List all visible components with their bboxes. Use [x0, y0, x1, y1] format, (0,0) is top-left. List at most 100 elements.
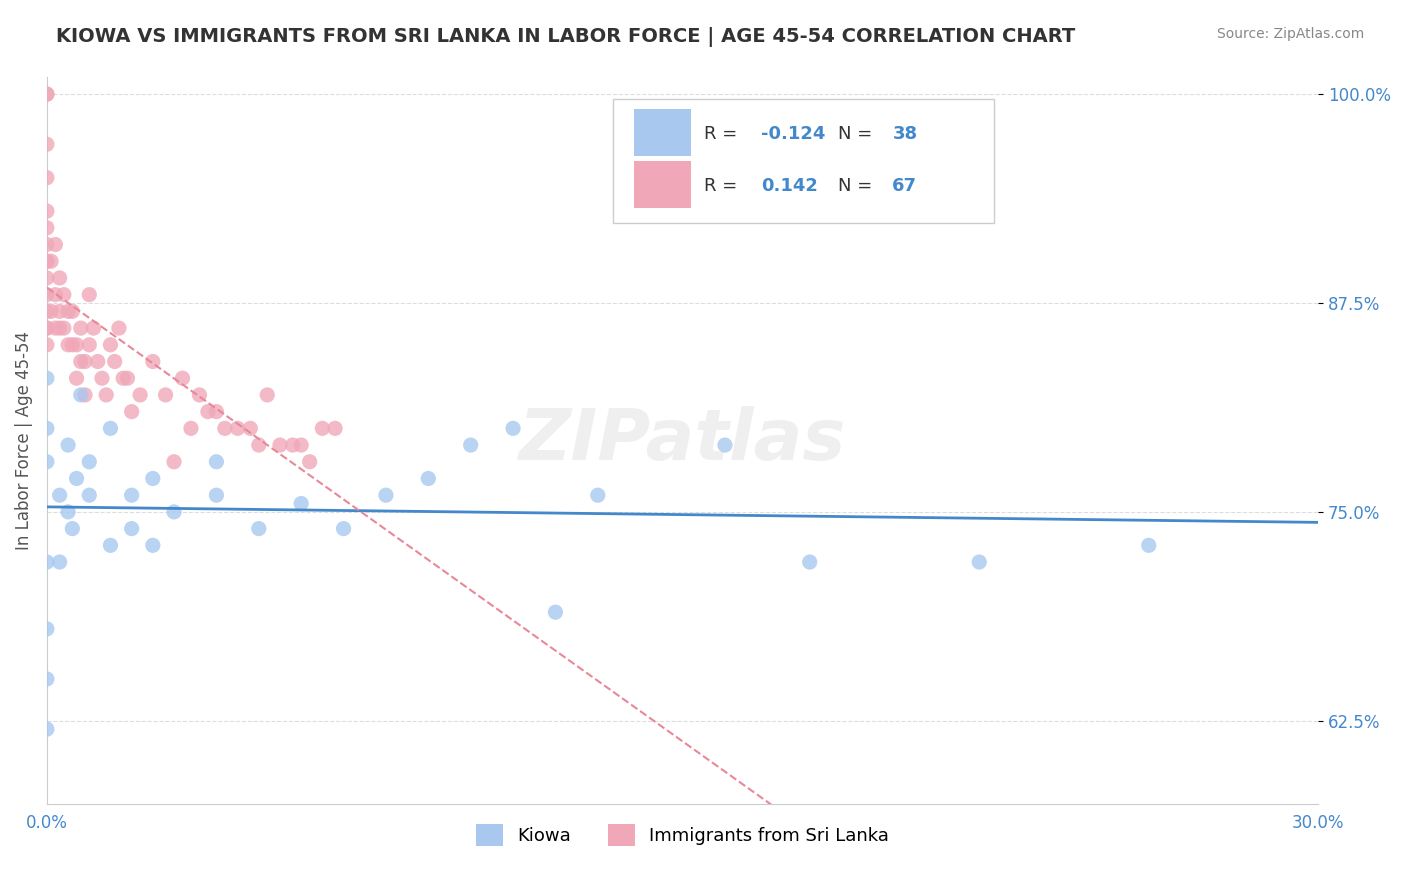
FancyBboxPatch shape [634, 109, 692, 156]
Point [121, 488, 143, 502]
Point [799, 555, 821, 569]
Point [502, 421, 524, 435]
Point [108, 321, 131, 335]
Point [44, 287, 66, 301]
Point [163, 505, 186, 519]
Point [163, 455, 186, 469]
Point [35, 304, 58, 318]
Point [172, 371, 194, 385]
Point [35, 455, 58, 469]
Point [226, 421, 249, 435]
Point [48, 304, 70, 318]
Point [298, 455, 321, 469]
Point [73, 388, 96, 402]
Point [35, 672, 58, 686]
Point [205, 404, 228, 418]
Point [35, 287, 58, 301]
Legend: Kiowa, Immigrants from Sri Lanka: Kiowa, Immigrants from Sri Lanka [470, 817, 896, 854]
Point [96, 388, 118, 402]
Point [35, 137, 58, 152]
Text: ZIPatlas: ZIPatlas [519, 407, 846, 475]
Point [60, 522, 83, 536]
Point [77, 338, 100, 352]
Point [142, 471, 165, 485]
Text: KIOWA VS IMMIGRANTS FROM SRI LANKA IN LABOR FORCE | AGE 45-54 CORRELATION CHART: KIOWA VS IMMIGRANTS FROM SRI LANKA IN LA… [56, 27, 1076, 46]
Point [65, 338, 87, 352]
Point [35, 338, 58, 352]
Point [117, 371, 139, 385]
Point [35, 722, 58, 736]
Point [142, 538, 165, 552]
Point [69, 388, 91, 402]
Text: Source: ZipAtlas.com: Source: ZipAtlas.com [1216, 27, 1364, 41]
Point [69, 321, 91, 335]
Point [48, 271, 70, 285]
Point [247, 438, 270, 452]
Point [35, 254, 58, 268]
Point [197, 404, 219, 418]
Point [83, 321, 105, 335]
Text: 38: 38 [893, 125, 918, 143]
Point [180, 421, 202, 435]
Point [48, 488, 70, 502]
Point [35, 321, 58, 335]
Point [290, 497, 312, 511]
Point [290, 438, 312, 452]
Point [77, 287, 100, 301]
Point [77, 488, 100, 502]
Point [247, 522, 270, 536]
Text: 67: 67 [893, 178, 917, 195]
Point [56, 438, 79, 452]
Point [35, 237, 58, 252]
Point [52, 321, 75, 335]
Point [35, 321, 58, 335]
Point [35, 204, 58, 219]
Point [35, 555, 58, 569]
Point [69, 354, 91, 368]
Point [142, 354, 165, 368]
Point [1137, 538, 1160, 552]
Point [967, 555, 990, 569]
Point [460, 438, 482, 452]
Point [281, 438, 304, 452]
Point [35, 371, 58, 385]
Point [48, 321, 70, 335]
Point [65, 471, 87, 485]
Point [188, 388, 211, 402]
Point [323, 421, 346, 435]
Point [256, 388, 278, 402]
Point [214, 421, 236, 435]
Point [586, 488, 609, 502]
Point [332, 522, 354, 536]
Point [60, 338, 83, 352]
Point [374, 488, 396, 502]
Text: R =: R = [704, 125, 744, 143]
Point [100, 421, 122, 435]
Point [35, 87, 58, 102]
Text: -0.124: -0.124 [762, 125, 825, 143]
Point [35, 421, 58, 435]
Point [35, 622, 58, 636]
Point [121, 522, 143, 536]
Point [129, 388, 152, 402]
Text: 0.142: 0.142 [762, 178, 818, 195]
Point [35, 87, 58, 102]
Point [269, 438, 291, 452]
Point [104, 354, 127, 368]
Point [205, 455, 228, 469]
Point [35, 220, 58, 235]
Point [714, 438, 737, 452]
Point [44, 237, 66, 252]
Point [56, 505, 79, 519]
Point [44, 321, 66, 335]
Point [73, 354, 96, 368]
Point [544, 605, 567, 619]
Point [112, 371, 135, 385]
Point [60, 304, 83, 318]
FancyBboxPatch shape [634, 161, 692, 208]
Point [87, 354, 110, 368]
Y-axis label: In Labor Force | Age 45-54: In Labor Force | Age 45-54 [15, 332, 32, 550]
Point [239, 421, 262, 435]
Text: N =: N = [838, 178, 877, 195]
Point [35, 271, 58, 285]
